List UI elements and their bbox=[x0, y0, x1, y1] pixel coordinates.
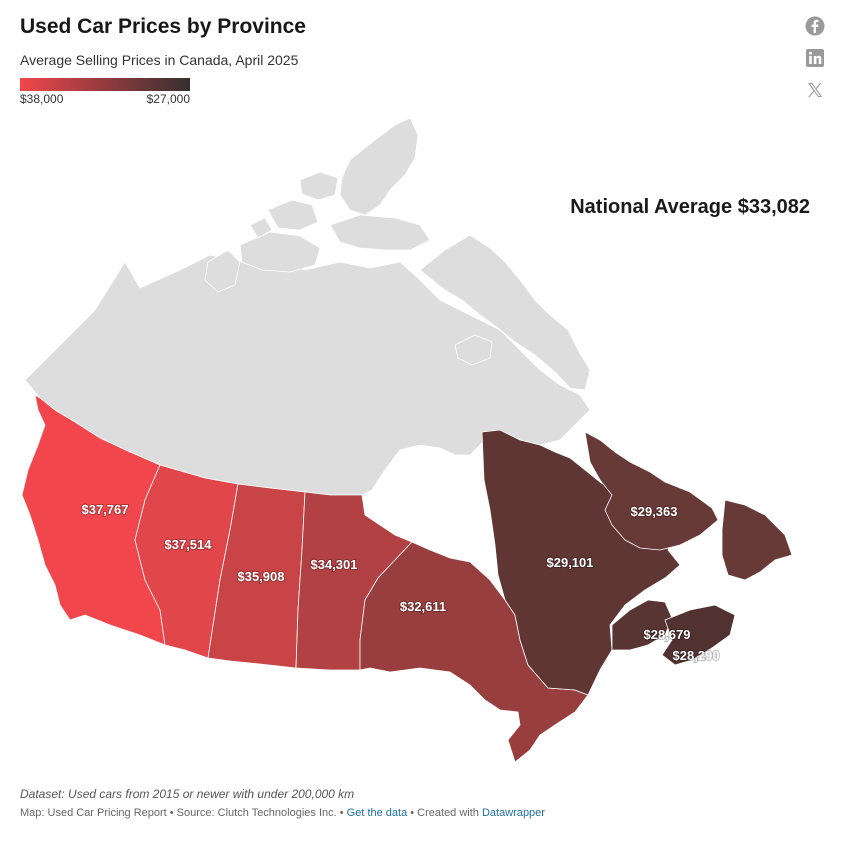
get-the-data-link[interactable]: Get the data bbox=[346, 807, 408, 819]
chart-subtitle: Average Selling Prices in Canada, April … bbox=[20, 52, 299, 68]
credits-text: Map: Used Car Pricing Report • Source: C… bbox=[20, 807, 347, 819]
color-legend: $38,000 $27,000 bbox=[20, 78, 190, 106]
dataset-note: Dataset: Used cars from 2015 or newer wi… bbox=[20, 787, 355, 801]
linkedin-icon[interactable] bbox=[805, 48, 825, 68]
victoria-island bbox=[239, 231, 321, 273]
value-label-bc: $37,767 bbox=[82, 502, 129, 517]
value-label-ns: $28,290 bbox=[673, 648, 720, 663]
legend-max-label: $27,000 bbox=[146, 92, 190, 106]
social-share-bar bbox=[805, 16, 825, 100]
legend-min-label: $38,000 bbox=[20, 92, 64, 106]
province-nova-scotia[interactable] bbox=[661, 604, 736, 666]
canada-map: $37,767 $37,514 $35,908 $34,301 $32,611 $29,1… bbox=[21, 117, 793, 763]
value-labels: $37,767 $37,514 $35,908 $34,301 $32,611 $29,1… bbox=[81, 501, 721, 664]
legend-gradient-bar bbox=[20, 78, 190, 91]
baffin-island bbox=[419, 234, 591, 391]
datawrapper-link[interactable]: Datawrapper bbox=[481, 807, 545, 819]
value-label-sk: $35,908 bbox=[238, 569, 285, 584]
facebook-icon[interactable] bbox=[805, 16, 825, 36]
chart-title: Used Car Prices by Province bbox=[20, 15, 306, 38]
province-newfoundland-labrador[interactable] bbox=[584, 431, 793, 581]
created-with-text: • Created with bbox=[407, 807, 482, 819]
value-label-mb: $34,301 bbox=[311, 557, 358, 572]
southampton-island bbox=[454, 334, 493, 366]
devon-island bbox=[329, 214, 431, 251]
value-label-ab: $37,514 bbox=[165, 537, 213, 552]
banks-island bbox=[204, 249, 241, 293]
value-label-nb: $28,679 bbox=[644, 627, 691, 642]
province-british-columbia[interactable] bbox=[21, 394, 166, 646]
value-label-on: $32,611 bbox=[400, 599, 446, 614]
value-label-qc: $29,101 bbox=[547, 555, 594, 570]
value-label-nl: $29,363 bbox=[631, 504, 678, 519]
arctic-islands-small bbox=[249, 171, 339, 239]
province-saskatchewan[interactable] bbox=[207, 483, 306, 669]
ellesmere-island bbox=[339, 117, 419, 216]
national-average-annotation: National Average $33,082 bbox=[570, 196, 810, 218]
provinces bbox=[21, 394, 793, 763]
northern-territories bbox=[24, 117, 591, 496]
province-quebec[interactable] bbox=[481, 429, 681, 696]
x-icon[interactable] bbox=[805, 80, 825, 100]
footer-credits: Map: Used Car Pricing Report • Source: C… bbox=[20, 807, 545, 819]
